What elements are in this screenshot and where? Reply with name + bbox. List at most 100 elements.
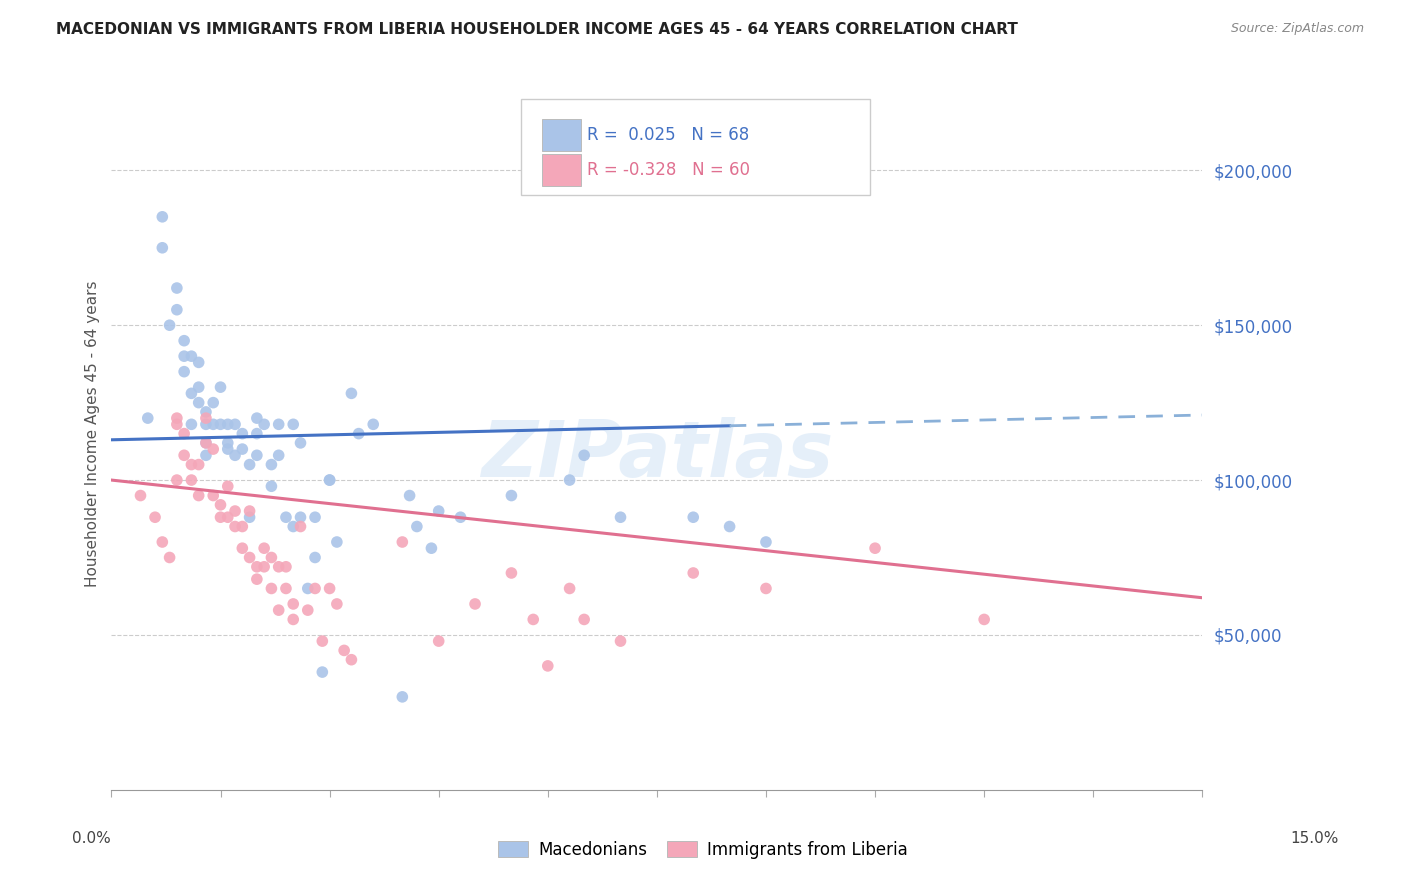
Point bbox=[129, 489, 152, 503]
Point bbox=[166, 473, 188, 487]
Point bbox=[283, 612, 305, 626]
Point bbox=[318, 473, 340, 487]
Point bbox=[231, 426, 253, 441]
Point bbox=[202, 417, 225, 432]
Point bbox=[187, 458, 209, 472]
Point bbox=[209, 380, 232, 394]
Point bbox=[159, 318, 181, 333]
Text: 0.0%: 0.0% bbox=[72, 831, 111, 846]
Point bbox=[391, 535, 413, 549]
Y-axis label: Householder Income Ages 45 - 64 years: Householder Income Ages 45 - 64 years bbox=[86, 280, 100, 587]
Point bbox=[427, 504, 450, 518]
Text: Source: ZipAtlas.com: Source: ZipAtlas.com bbox=[1230, 22, 1364, 36]
Point bbox=[217, 442, 239, 456]
Point bbox=[194, 436, 217, 450]
Point bbox=[239, 458, 262, 472]
Point bbox=[311, 634, 333, 648]
Point bbox=[224, 519, 246, 533]
Point bbox=[187, 489, 209, 503]
Point bbox=[260, 550, 283, 565]
Point bbox=[333, 643, 356, 657]
Point bbox=[326, 597, 349, 611]
Point bbox=[274, 510, 297, 524]
Point bbox=[194, 405, 217, 419]
Point bbox=[159, 550, 181, 565]
Point bbox=[558, 473, 581, 487]
Point bbox=[187, 355, 209, 369]
Point bbox=[246, 559, 269, 574]
Point bbox=[537, 659, 560, 673]
Point bbox=[420, 541, 443, 556]
Point bbox=[173, 426, 195, 441]
Point bbox=[283, 519, 305, 533]
Point bbox=[361, 417, 384, 432]
Bar bbox=[543, 153, 581, 186]
Point bbox=[609, 634, 631, 648]
Point bbox=[150, 535, 173, 549]
Point bbox=[398, 489, 420, 503]
Point bbox=[224, 504, 246, 518]
Point bbox=[304, 582, 326, 596]
Point bbox=[682, 510, 704, 524]
Point bbox=[304, 510, 326, 524]
Point bbox=[150, 241, 173, 255]
Point bbox=[274, 582, 297, 596]
Point bbox=[166, 281, 188, 295]
Point bbox=[297, 603, 319, 617]
Point bbox=[267, 603, 290, 617]
Text: ZIPatlas: ZIPatlas bbox=[481, 417, 832, 493]
Point bbox=[209, 510, 232, 524]
Point bbox=[246, 448, 269, 462]
Point bbox=[209, 498, 232, 512]
Point bbox=[427, 634, 450, 648]
Bar bbox=[543, 119, 581, 151]
Point bbox=[253, 559, 276, 574]
FancyBboxPatch shape bbox=[520, 99, 869, 195]
Point bbox=[143, 510, 166, 524]
Point bbox=[194, 436, 217, 450]
Text: 15.0%: 15.0% bbox=[1291, 831, 1339, 846]
Point bbox=[755, 582, 778, 596]
Point bbox=[340, 386, 363, 401]
Point bbox=[522, 612, 544, 626]
Point bbox=[311, 665, 333, 679]
Point bbox=[180, 473, 202, 487]
Point bbox=[260, 479, 283, 493]
Point bbox=[194, 411, 217, 425]
Point bbox=[187, 380, 209, 394]
Point bbox=[318, 582, 340, 596]
Point bbox=[283, 417, 305, 432]
Point bbox=[290, 510, 312, 524]
Point bbox=[166, 302, 188, 317]
Point bbox=[347, 426, 370, 441]
Text: R = -0.328   N = 60: R = -0.328 N = 60 bbox=[588, 161, 749, 179]
Point bbox=[180, 386, 202, 401]
Point bbox=[173, 448, 195, 462]
Point bbox=[283, 597, 305, 611]
Point bbox=[450, 510, 472, 524]
Point bbox=[187, 395, 209, 409]
Point bbox=[501, 489, 523, 503]
Point bbox=[246, 411, 269, 425]
Point bbox=[267, 448, 290, 462]
Point bbox=[340, 653, 363, 667]
Point bbox=[290, 436, 312, 450]
Point bbox=[405, 519, 427, 533]
Point bbox=[973, 612, 995, 626]
Point bbox=[558, 582, 581, 596]
Point bbox=[224, 417, 246, 432]
Point bbox=[239, 510, 262, 524]
Point bbox=[217, 510, 239, 524]
Point bbox=[173, 349, 195, 363]
Point bbox=[180, 349, 202, 363]
Text: MACEDONIAN VS IMMIGRANTS FROM LIBERIA HOUSEHOLDER INCOME AGES 45 - 64 YEARS CORR: MACEDONIAN VS IMMIGRANTS FROM LIBERIA HO… bbox=[56, 22, 1018, 37]
Point bbox=[572, 612, 595, 626]
Point bbox=[718, 519, 741, 533]
Point bbox=[202, 395, 225, 409]
Point bbox=[180, 458, 202, 472]
Point bbox=[166, 417, 188, 432]
Point bbox=[173, 365, 195, 379]
Point bbox=[202, 489, 225, 503]
Point bbox=[180, 417, 202, 432]
Point bbox=[239, 550, 262, 565]
